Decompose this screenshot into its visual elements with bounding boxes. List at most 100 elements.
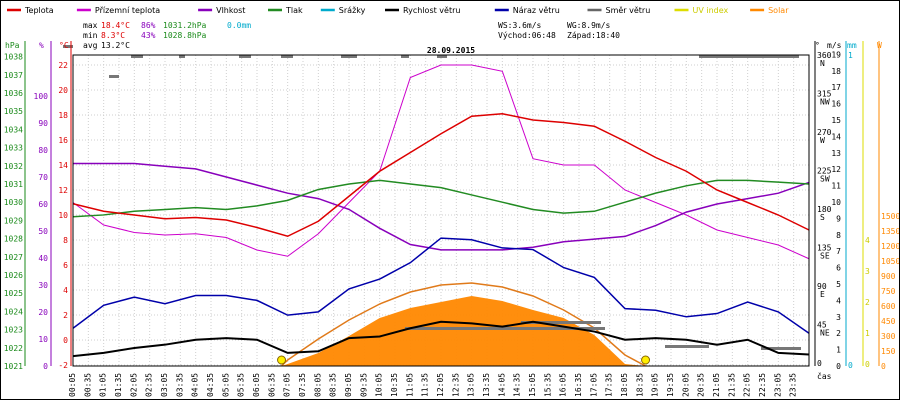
- wind-speed-tick-label: 0: [836, 362, 841, 371]
- wind-speed-tick-label: 10: [831, 198, 841, 207]
- x-tick-label: 23:35: [789, 373, 798, 397]
- x-tick-label: 19:05: [651, 373, 660, 397]
- solar-tick-label: 150: [881, 347, 896, 356]
- wind-direction-mark: [437, 55, 447, 58]
- humidity-tick-label: 0: [43, 362, 48, 371]
- temperature-tick-label: 4: [63, 286, 68, 295]
- unit-ms: m/s: [827, 41, 842, 50]
- x-tick-label: 13:35: [482, 373, 491, 397]
- pressure-line: [72, 179, 810, 218]
- wind-direction-mark: [239, 55, 251, 58]
- wind-direction-name-label: SW: [820, 175, 830, 184]
- sun-marker: [641, 355, 651, 365]
- solar-tick-label: 1200: [881, 242, 899, 251]
- humidity-tick-label: 40: [38, 254, 48, 263]
- ground-temperature-line: [72, 64, 810, 260]
- x-tick-label: 08:05: [313, 373, 322, 397]
- stat-sunset: Západ:18:40: [567, 31, 620, 40]
- unit-w: W: [877, 41, 882, 50]
- x-tick-label: 14:05: [497, 373, 506, 397]
- x-tick-label: 11:05: [405, 373, 414, 397]
- x-tick-label: 12:35: [451, 373, 460, 397]
- x-tick-label: 03:35: [175, 373, 184, 397]
- wind-direction-deg-label: 360: [817, 51, 832, 60]
- x-tick-label: 05:05: [221, 373, 230, 397]
- x-tick-label: 04:35: [206, 373, 215, 397]
- x-tick-label: 09:35: [359, 373, 368, 397]
- x-tick-label: 17:05: [589, 373, 598, 397]
- humidity-tick-label: 100: [34, 92, 49, 101]
- hpa-tick-label: 1025: [4, 289, 23, 298]
- x-tick-label: 16:05: [559, 373, 568, 397]
- wind-speed-tick-label: 19: [831, 50, 841, 59]
- hpa-tick-label: 1028: [4, 235, 23, 244]
- wind-direction-deg-label: 0: [817, 359, 822, 368]
- x-tick-label: 01:05: [99, 373, 108, 397]
- wind-direction-mark: [109, 75, 119, 78]
- wind-direction-name-label: S: [820, 213, 825, 222]
- hpa-tick-label: 1036: [4, 89, 23, 98]
- x-tick-label: 09:05: [344, 373, 353, 397]
- legend-label: Směr větru: [606, 6, 651, 15]
- x-tick-label: 12:05: [436, 373, 445, 397]
- hpa-tick-label: 1032: [4, 162, 23, 171]
- unit-hpa: hPa: [5, 41, 20, 50]
- wind-speed-tick-label: 6: [836, 264, 841, 273]
- x-tick-label: 21:05: [712, 373, 721, 397]
- wind-direction-deg-label: 45: [817, 321, 827, 330]
- temperature-tick-label: 10: [58, 211, 68, 220]
- stat-min-hum: 43%: [141, 31, 156, 40]
- sun-marker: [277, 355, 287, 365]
- wind-direction-mark: [761, 347, 801, 350]
- x-tick-label: 05:35: [237, 373, 246, 397]
- x-tick-label: 23:05: [773, 373, 782, 397]
- solar-tick-label: 600: [881, 302, 896, 311]
- wind-direction-mark: [63, 45, 73, 48]
- stat-max-temp: 18.4°C: [101, 21, 130, 30]
- solar-tick-label: 450: [881, 317, 896, 326]
- temperature-tick-label: 6: [63, 261, 68, 270]
- legend-label: Teplota: [24, 6, 54, 15]
- humidity-tick-label: 70: [38, 173, 48, 182]
- wind-direction-mark: [281, 55, 293, 58]
- hpa-tick-label: 1021: [4, 362, 23, 371]
- plot-frame: [72, 54, 810, 367]
- x-tick-label: 19:35: [666, 373, 675, 397]
- x-tick-label: 07:05: [283, 373, 292, 397]
- x-tick-label: 18:05: [620, 373, 629, 397]
- uv-tick-label: 0: [865, 360, 870, 369]
- wind-direction-mark: [699, 55, 799, 58]
- temperature-tick-label: 22: [58, 61, 68, 70]
- wind-direction-mark: [521, 321, 601, 324]
- wind-direction-mark: [665, 345, 709, 348]
- wind-speed-tick-label: 12: [831, 165, 841, 174]
- stat-max-hum: 86%: [141, 21, 156, 30]
- wind-direction-name-label: SE: [820, 252, 830, 261]
- solar-tick-label: 1350: [881, 227, 899, 236]
- solar-tick-label: 1500: [881, 212, 899, 221]
- stat-avg-temp: 13.2°C: [101, 41, 130, 50]
- stat-avg-label: avg: [83, 41, 98, 50]
- temperature-tick-label: -2: [58, 361, 68, 370]
- humidity-tick-label: 20: [38, 308, 48, 317]
- hpa-tick-label: 1023: [4, 326, 23, 335]
- x-tick-label: 02:05: [129, 373, 138, 397]
- temperature-tick-label: 18: [58, 111, 68, 120]
- wind-direction-mark: [401, 55, 409, 58]
- humidity-tick-label: 80: [38, 146, 48, 155]
- wind-direction-mark: [131, 55, 143, 58]
- legend-label: Rychlost větru: [403, 6, 460, 15]
- unit-time: čas: [817, 371, 832, 381]
- x-tick-label: 00:35: [83, 373, 92, 397]
- wind-speed-tick-label: 11: [831, 182, 841, 191]
- x-tick-label: 15:05: [528, 373, 537, 397]
- stat-min-press: 1028.8hPa: [163, 31, 207, 40]
- hpa-tick-label: 1022: [4, 344, 23, 353]
- uv-tick-label: 2: [865, 298, 870, 307]
- stat-wg: WG:8.9m/s: [567, 21, 611, 30]
- wind-direction-mark: [179, 55, 185, 58]
- chart-title: 28.09.2015: [427, 46, 475, 55]
- uv-tick-label: 3: [865, 267, 870, 276]
